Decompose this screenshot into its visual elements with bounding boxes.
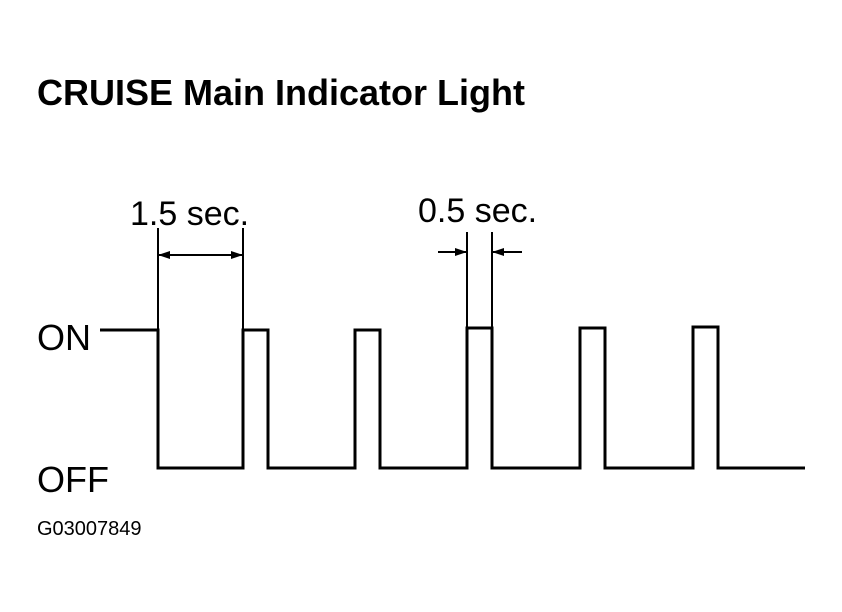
short-interval-label: 0.5 sec.: [418, 192, 537, 230]
figure-id: G03007849: [37, 518, 142, 540]
long-interval-label: 1.5 sec.: [130, 195, 249, 233]
on-label: ON: [37, 317, 91, 358]
dimension-lines: [157, 228, 522, 330]
title: CRUISE Main Indicator Light: [37, 72, 525, 113]
waveform: [100, 325, 805, 470]
off-label: OFF: [37, 459, 109, 500]
